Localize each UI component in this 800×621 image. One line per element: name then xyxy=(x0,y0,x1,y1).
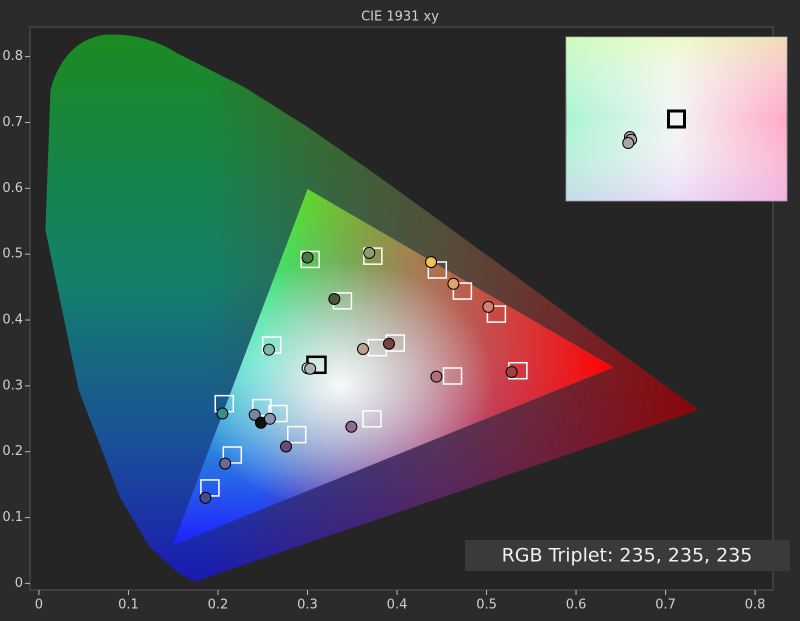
inset xyxy=(622,109,686,150)
measured-point xyxy=(219,457,232,470)
measured-point xyxy=(248,408,261,421)
data-marks xyxy=(199,246,528,504)
x-tick-label: 0 xyxy=(35,598,43,613)
measured-point xyxy=(263,343,276,356)
y-tick-label: 0.4 xyxy=(2,313,23,328)
inset-measured xyxy=(622,137,635,150)
measured-point xyxy=(363,246,376,259)
target-square xyxy=(362,410,382,428)
y-tick-label: 0.6 xyxy=(2,181,23,196)
target-square xyxy=(222,446,243,464)
measured-point xyxy=(199,491,212,504)
x-tick-label: 0.6 xyxy=(566,598,587,613)
measured-point xyxy=(425,256,438,269)
measured-point xyxy=(357,342,370,355)
target-square xyxy=(452,282,473,300)
measured-point xyxy=(304,362,317,375)
measured-point xyxy=(505,366,518,379)
measured-point xyxy=(328,292,341,305)
inset-tint xyxy=(566,37,787,201)
y-tick-label: 0.2 xyxy=(2,444,23,459)
y-tick-label: 0.7 xyxy=(2,115,23,130)
x-tick-label: 0.5 xyxy=(476,598,497,613)
measured-point xyxy=(301,251,314,264)
measured-point xyxy=(447,277,460,290)
x-tick-label: 0.4 xyxy=(387,598,408,613)
target-square xyxy=(252,398,272,417)
measured-point xyxy=(430,370,443,383)
gamut-triangle xyxy=(172,189,614,546)
measured-point xyxy=(345,420,358,433)
target-square xyxy=(427,261,448,279)
target-square xyxy=(287,425,307,444)
y-tick-label: 0.1 xyxy=(2,510,23,525)
annotation: RGB Triplet: 235, 235, 235 xyxy=(502,545,753,567)
target-square xyxy=(442,367,463,385)
measured-point xyxy=(482,300,495,313)
x-tick-label: 0.1 xyxy=(118,598,139,613)
y-tick-label: 0.8 xyxy=(2,49,23,64)
x-tick-label: 0.7 xyxy=(655,598,676,613)
x-tick-label: 0.2 xyxy=(208,598,229,613)
chart-title: CIE 1931 xy xyxy=(361,10,439,25)
target-square xyxy=(486,305,507,323)
measured-point xyxy=(280,440,293,453)
gamut-white xyxy=(172,189,614,546)
inset-target xyxy=(667,109,686,129)
measured-point xyxy=(216,407,229,420)
y-tick-label: 0.3 xyxy=(2,378,23,393)
x-tick-label: 0.8 xyxy=(745,598,766,613)
measured-point xyxy=(263,412,276,425)
measured-point xyxy=(382,337,395,350)
x-tick-label: 0.3 xyxy=(297,598,318,613)
y-tick-label: 0 xyxy=(15,576,23,591)
annotation-box xyxy=(465,540,790,571)
target-square xyxy=(300,250,320,269)
y-tick-label: 0.5 xyxy=(2,247,23,262)
